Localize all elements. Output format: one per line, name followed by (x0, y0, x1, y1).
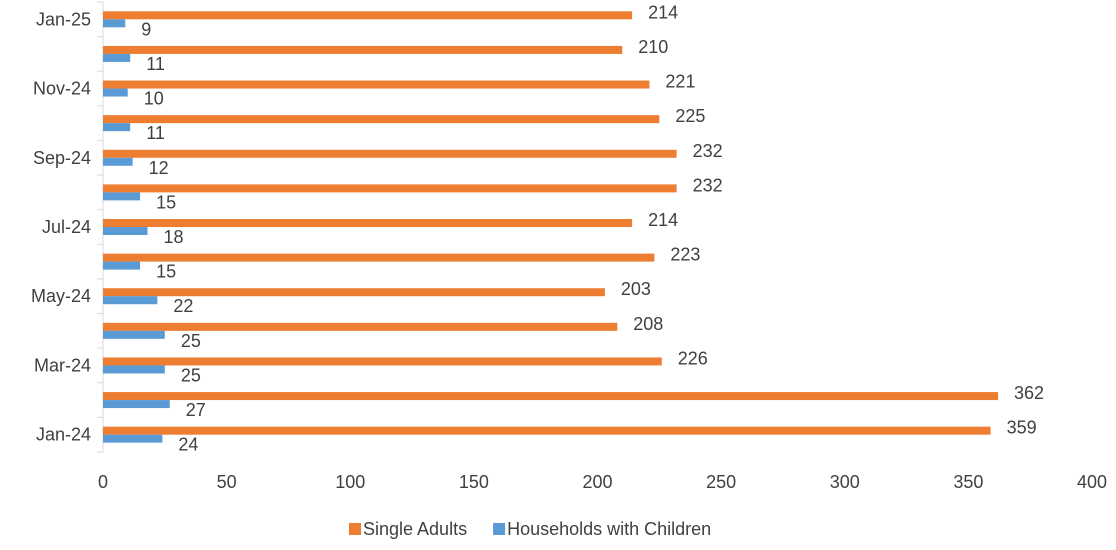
legend-label: Single Adults (363, 519, 467, 539)
y-tick-label: Jan-25 (36, 9, 91, 29)
bar-households-with-children (103, 53, 131, 62)
bar-single-adults (103, 253, 655, 262)
data-label-single-adults: 223 (670, 245, 700, 265)
chart-axes (97, 1, 104, 453)
bar-single-adults (103, 426, 991, 435)
bar-households-with-children (103, 296, 158, 305)
legend-label: Households with Children (507, 519, 711, 539)
chart-bars (103, 11, 999, 443)
data-label-households-with-children: 15 (156, 262, 176, 282)
data-label-single-adults: 232 (693, 175, 723, 195)
data-label-single-adults: 362 (1014, 383, 1044, 403)
data-label-single-adults: 359 (1007, 418, 1037, 438)
y-tick-label: Nov-24 (33, 79, 91, 99)
data-label-single-adults: 210 (638, 37, 668, 57)
y-tick-label: May-24 (31, 286, 91, 306)
y-tick-label: Jan-24 (36, 425, 91, 445)
data-label-single-adults: 225 (675, 106, 705, 126)
bar-single-adults (103, 80, 650, 89)
data-label-households-with-children: 12 (149, 158, 169, 178)
data-label-single-adults: 221 (665, 72, 695, 92)
bar-households-with-children (103, 400, 170, 409)
bar-households-with-children (103, 157, 133, 166)
data-label-single-adults: 226 (678, 348, 708, 368)
bar-single-adults (103, 288, 605, 297)
bar-single-adults (103, 392, 999, 401)
data-label-single-adults: 232 (693, 141, 723, 161)
data-label-households-with-children: 15 (156, 192, 176, 212)
x-tick-label: 200 (582, 472, 612, 492)
bar-households-with-children (103, 434, 163, 443)
y-axis-labels: Jan-24 Mar-24 May-24 Jul-24 Sep-24 Nov-24 Jan-… (31, 9, 91, 444)
data-label-households-with-children: 25 (181, 365, 201, 385)
bar-households-with-children (103, 365, 165, 374)
data-label-households-with-children: 11 (146, 123, 165, 143)
data-label-households-with-children: 9 (141, 19, 151, 39)
bar-single-adults (103, 357, 662, 366)
x-axis-ticks: 0 50 100 150 200 250 300 350 400 (98, 472, 1107, 492)
data-label-households-with-children: 10 (144, 89, 164, 109)
data-label-single-adults: 214 (648, 210, 678, 230)
x-tick-label: 50 (217, 472, 237, 492)
data-label-households-with-children: 27 (186, 400, 206, 420)
bar-single-adults (103, 45, 623, 54)
x-tick-label: 0 (98, 472, 108, 492)
bar-households-with-children (103, 227, 148, 235)
x-tick-label: 400 (1077, 472, 1107, 492)
bar-households-with-children (103, 123, 131, 132)
bar-households-with-children (103, 192, 141, 201)
bar-households-with-children (103, 261, 141, 270)
x-tick-label: 150 (459, 472, 489, 492)
bar-single-adults (103, 149, 677, 158)
y-tick-label: Sep-24 (33, 148, 91, 168)
x-tick-label: 300 (830, 472, 860, 492)
x-tick-label: 350 (953, 472, 983, 492)
data-label-households-with-children: 25 (181, 331, 201, 351)
data-label-households-with-children: 18 (164, 227, 184, 247)
data-label-households-with-children: 24 (178, 435, 198, 455)
x-tick-label: 250 (706, 472, 736, 492)
data-label-households-with-children: 22 (173, 296, 193, 316)
bar-households-with-children (103, 19, 126, 28)
bar-single-adults (103, 184, 677, 193)
bar-single-adults (103, 115, 660, 124)
data-label-single-adults: 214 (648, 2, 678, 22)
data-label-households-with-children: 11 (146, 54, 165, 74)
legend-swatch (349, 523, 361, 535)
bar-households-with-children (103, 88, 128, 97)
bar-single-adults (103, 11, 633, 20)
y-tick-label: Mar-24 (34, 355, 91, 375)
data-labels: 359 24 362 27 226 25 208 25 203 22 223 15 214 18 232 15… (141, 2, 1044, 454)
chart-legend: Single Adults Households with Children (349, 519, 711, 539)
legend-swatch (493, 523, 506, 535)
x-tick-label: 100 (335, 472, 365, 492)
data-label-single-adults: 208 (633, 314, 663, 334)
y-tick-label: Jul-24 (42, 217, 91, 237)
bar-households-with-children (103, 330, 165, 339)
data-label-single-adults: 203 (621, 279, 651, 299)
bar-single-adults (103, 219, 633, 227)
bar-single-adults (103, 322, 618, 331)
